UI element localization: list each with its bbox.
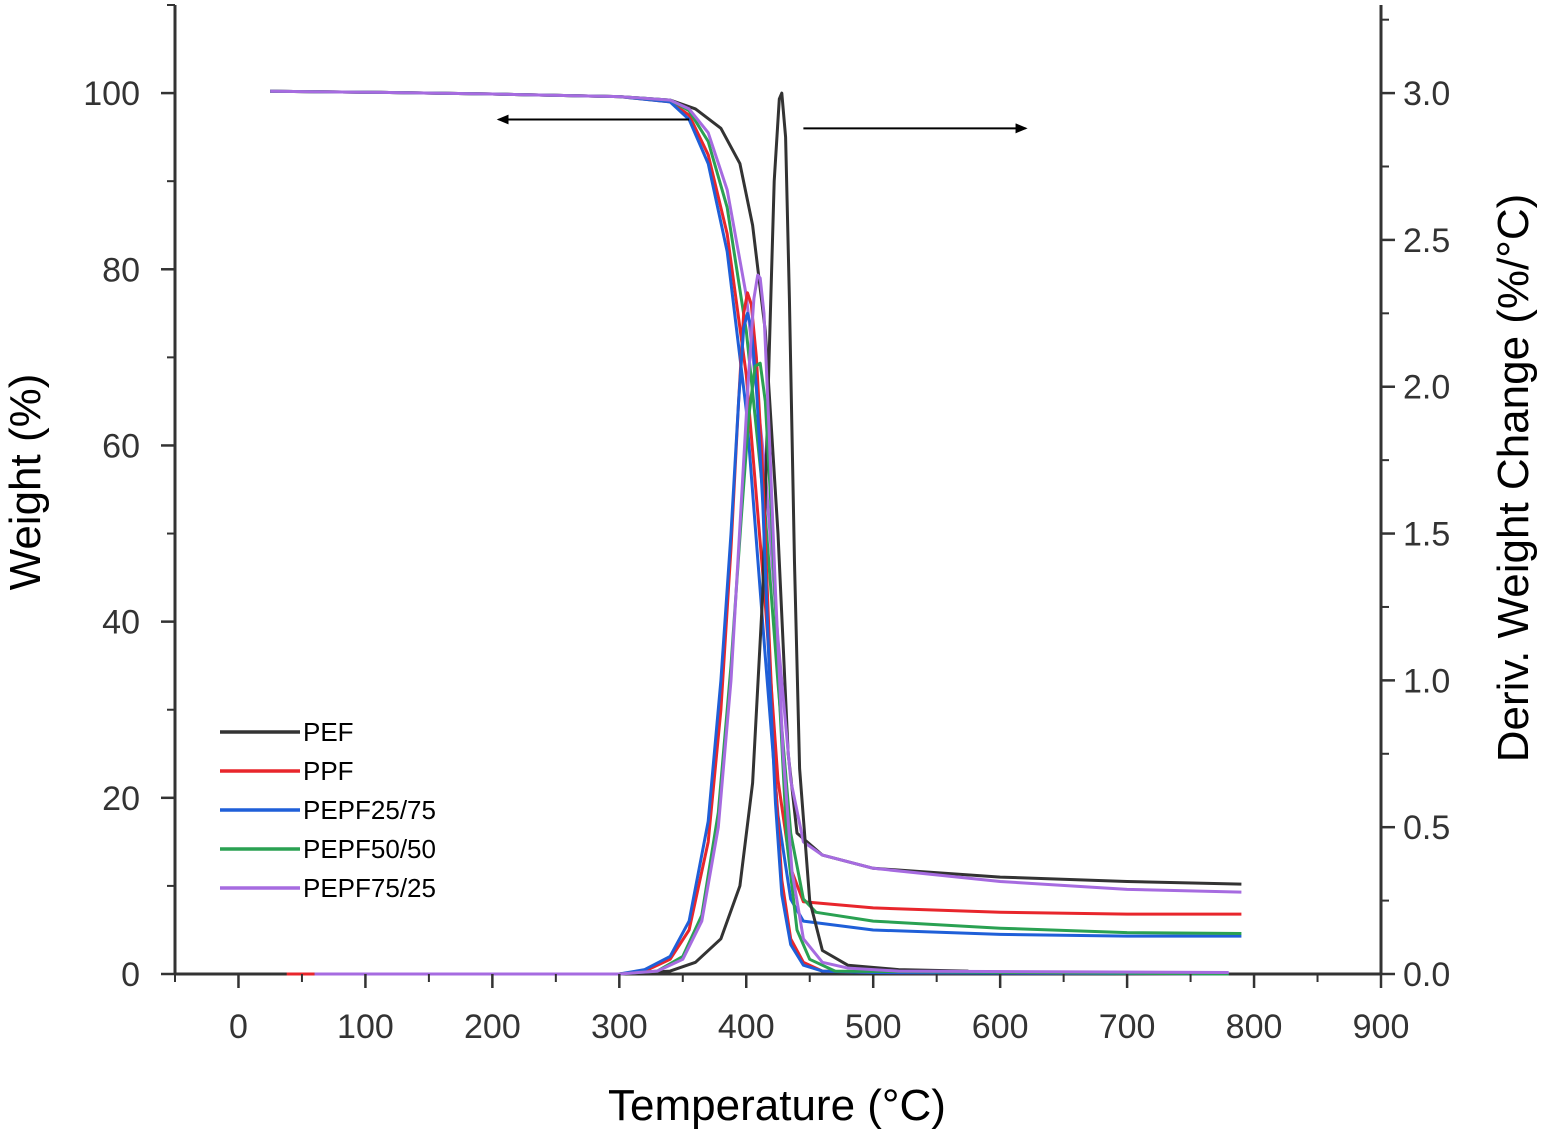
left-y-tick-label: 100 — [83, 75, 140, 113]
x-tick-label: 600 — [972, 1008, 1029, 1046]
series-line-pef-deriv — [270, 91, 969, 976]
series-line-pepf75-25-deriv — [314, 273, 1229, 976]
series-line-pepf25-75-deriv — [314, 311, 1229, 976]
right-y-axis: 0.0 0.5 1.0 1.5 2.0 2.5 3.0 — [1381, 18, 1450, 994]
right-y-tick-label: 1.5 — [1403, 516, 1450, 554]
x-tick-label: 200 — [464, 1008, 521, 1046]
left-y-axis: 0 20 40 60 80 100 — [83, 4, 175, 994]
curves-layer — [270, 89, 1242, 976]
right-y-tick-label: 0.0 — [1403, 956, 1450, 994]
x-tick-label: 0 — [229, 1008, 248, 1046]
right-y-tick-label: 1.0 — [1403, 662, 1450, 700]
right-y-axis-title: Deriv. Weight Change (%/°C) — [1489, 194, 1538, 763]
left-y-tick-label: 60 — [102, 427, 140, 465]
x-tick-label: 400 — [718, 1008, 775, 1046]
x-axis: 0 100 200 300 400 500 600 700 800 900 — [174, 974, 1410, 1046]
left-y-tick-label: 40 — [102, 604, 140, 642]
legend-label-pef: PEF — [303, 717, 354, 747]
right-y-tick-label: 0.5 — [1403, 809, 1450, 847]
right-y-tick-label: 3.0 — [1403, 75, 1450, 113]
legend-label-ppf: PPF — [303, 756, 354, 786]
series-line-ppf-weight — [270, 89, 1242, 916]
annotations-layer — [496, 114, 1028, 134]
right-y-tick-label: 2.0 — [1403, 369, 1450, 407]
left-y-tick-label: 0 — [121, 956, 140, 994]
x-tick-label: 300 — [591, 1008, 648, 1046]
legend-label-pepf25-75: PEPF25/75 — [303, 795, 436, 825]
x-tick-label: 100 — [337, 1008, 394, 1046]
left-y-axis-title: Weight (%) — [1, 374, 50, 591]
left-y-tick-label: 80 — [102, 251, 140, 289]
legend-label-pepf75-25: PEPF75/25 — [303, 873, 436, 903]
legend-label-pepf50-50: PEPF50/50 — [303, 834, 436, 864]
right-y-tick-label: 2.5 — [1403, 222, 1450, 260]
x-tick-label: 500 — [845, 1008, 902, 1046]
x-tick-label: 900 — [1353, 1008, 1410, 1046]
x-axis-title: Temperature (°C) — [608, 1081, 946, 1130]
x-tick-label: 800 — [1226, 1008, 1283, 1046]
left-y-tick-label: 20 — [102, 780, 140, 818]
legend: PEF PPF PEPF25/75 PEPF50/50 PEPF75/25 — [220, 717, 436, 903]
x-tick-label: 700 — [1099, 1008, 1156, 1046]
series-line-ppf-deriv — [286, 291, 1217, 976]
